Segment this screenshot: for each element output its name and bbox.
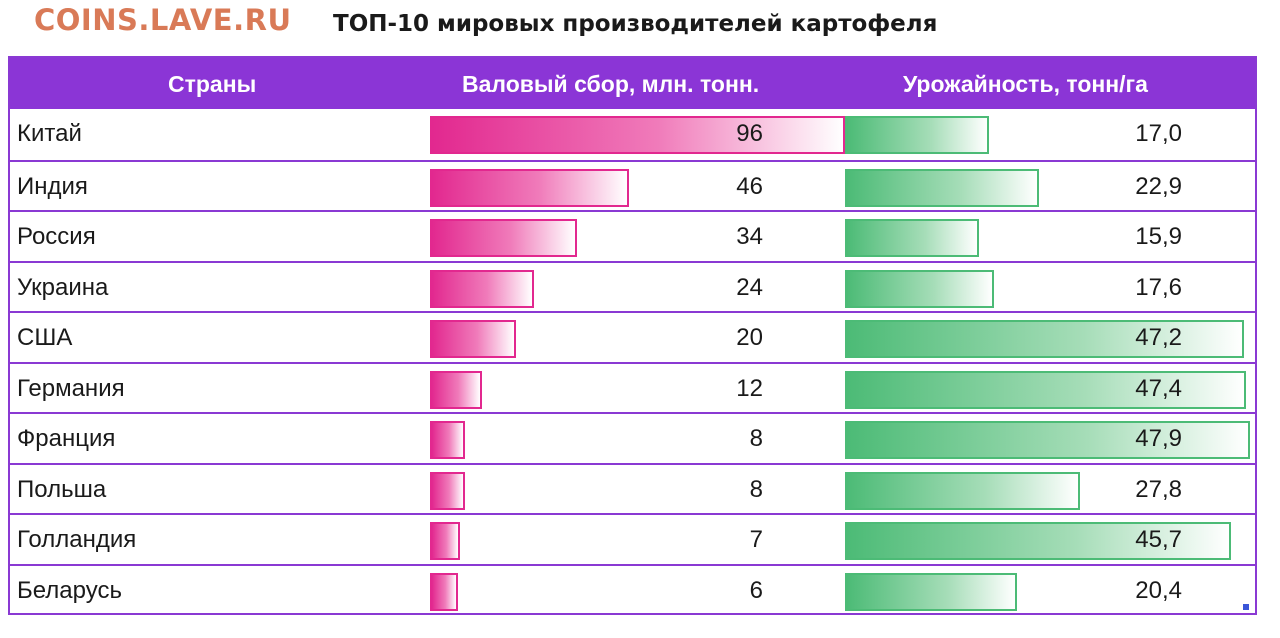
country-label: Беларусь <box>17 576 122 604</box>
yield-bar <box>845 572 1018 611</box>
country-label: Индия <box>17 172 88 200</box>
yield-bar <box>845 168 1039 207</box>
data-table: Страны Валовый сбор, млн. тонн. Урожайно… <box>8 56 1257 615</box>
gross-harvest-value: 46 <box>736 172 763 200</box>
table-row: Индия 46 22,9 <box>10 159 1255 211</box>
gross-harvest-value: 20 <box>736 324 763 351</box>
gross-harvest-bar <box>430 522 461 560</box>
country-label: Германия <box>17 374 125 402</box>
gross-harvest-bar <box>430 116 845 154</box>
header-yield: Урожайность, тонн/га <box>903 71 1148 97</box>
yield-bar <box>845 370 1246 409</box>
yield-value: 17,6 <box>1135 273 1182 301</box>
gross-harvest-bar <box>430 572 458 611</box>
yield-value: 27,8 <box>1135 475 1182 503</box>
country-label: Китай <box>17 120 82 147</box>
country-label: Россия <box>17 223 96 250</box>
table-row: Франция 8 47,9 <box>10 412 1255 463</box>
gross-harvest-value: 34 <box>736 223 763 250</box>
yield-value: 47,2 <box>1135 324 1182 351</box>
yield-value: 47,4 <box>1135 374 1182 402</box>
country-label: Польша <box>17 475 107 503</box>
gross-harvest-bar <box>430 269 534 308</box>
country-label: Франция <box>17 425 116 452</box>
table-row: Германия 12 47,4 <box>10 361 1255 413</box>
resize-handle-icon <box>1243 604 1249 610</box>
country-label: США <box>17 324 73 351</box>
gross-harvest-value: 24 <box>736 273 763 301</box>
table-row: Голландия 7 45,7 <box>10 513 1255 564</box>
yield-bar <box>845 421 1250 459</box>
yield-bar <box>845 219 980 257</box>
gross-harvest-bar <box>430 471 465 510</box>
yield-value: 47,9 <box>1135 425 1182 452</box>
watermark: COINS.LAVE.RU <box>34 3 292 37</box>
gross-harvest-bar <box>430 320 517 358</box>
table-row: Беларусь 6 20,4 <box>10 563 1255 615</box>
yield-value: 15,9 <box>1135 223 1182 250</box>
gross-harvest-value: 7 <box>749 526 763 553</box>
gross-harvest-bar <box>430 421 465 459</box>
gross-harvest-value: 12 <box>736 374 763 402</box>
yield-bar <box>845 269 994 308</box>
yield-value: 22,9 <box>1135 172 1182 200</box>
yield-value: 20,4 <box>1135 576 1182 604</box>
yield-bar <box>845 320 1245 358</box>
gross-harvest-value: 6 <box>749 576 763 604</box>
yield-value: 17,0 <box>1135 120 1182 147</box>
gross-harvest-value: 8 <box>749 425 763 452</box>
table-row: Украина 24 17,6 <box>10 260 1255 312</box>
yield-bar <box>845 522 1232 560</box>
yield-bar <box>845 116 989 154</box>
gross-harvest-bar <box>430 219 577 257</box>
table-row: США 20 47,2 <box>10 311 1255 362</box>
header-gross-harvest: Валовый сбор, млн. тонн. <box>462 71 760 97</box>
country-label: Украина <box>17 273 109 301</box>
gross-harvest-bar <box>430 168 629 207</box>
yield-bar <box>845 471 1081 510</box>
gross-harvest-value: 96 <box>736 120 763 147</box>
gross-harvest-bar <box>430 370 482 409</box>
header-countries: Страны <box>168 71 257 97</box>
table-row: Китай 96 17,0 <box>10 109 1255 160</box>
chart-title: ТОП-10 мировых производителей картофеля <box>333 11 938 37</box>
table-row: Россия 34 15,9 <box>10 210 1255 261</box>
gross-harvest-value: 8 <box>749 475 763 503</box>
table-row: Польша 8 27,8 <box>10 462 1255 514</box>
yield-value: 45,7 <box>1135 526 1182 553</box>
table-header: Страны Валовый сбор, млн. тонн. Урожайно… <box>10 58 1255 109</box>
country-label: Голландия <box>17 526 137 553</box>
